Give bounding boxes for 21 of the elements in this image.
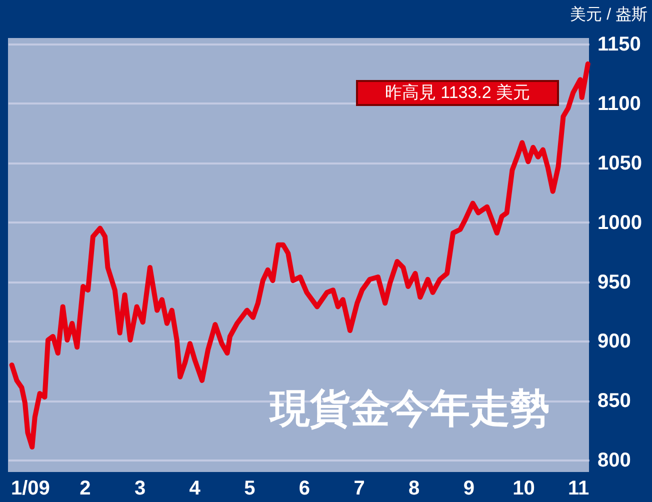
x-tick-label: 11 <box>568 478 590 500</box>
y-tick-label: 950 <box>598 271 631 294</box>
x-tick-label: 10 <box>512 478 535 500</box>
x-tick-label: 9 <box>463 478 474 500</box>
x-tick-label: 3 <box>134 478 146 500</box>
x-tick-label: 2 <box>80 478 91 500</box>
y-tick-label: 900 <box>598 330 631 353</box>
y-tick-label: 1050 <box>598 152 642 174</box>
y-tick-label: 1150 <box>598 33 641 56</box>
x-tick-label: 4 <box>189 478 202 500</box>
y-tick-label: 1000 <box>598 212 642 234</box>
x-tick-label: 8 <box>408 478 420 500</box>
y-tick-label: 850 <box>598 390 631 412</box>
text: 現貨金今年走勢 <box>268 387 550 431</box>
x-tick-label: 5 <box>244 478 256 500</box>
y-tick-label: 800 <box>598 450 631 472</box>
y-tick-label: 1100 <box>598 92 641 115</box>
x-tick-label: 6 <box>298 478 310 500</box>
x-tick-label: 1/09 <box>10 478 50 500</box>
y-axis-title: 美元 / 盎斯 <box>570 6 648 24</box>
x-tick-label: 7 <box>354 478 365 500</box>
